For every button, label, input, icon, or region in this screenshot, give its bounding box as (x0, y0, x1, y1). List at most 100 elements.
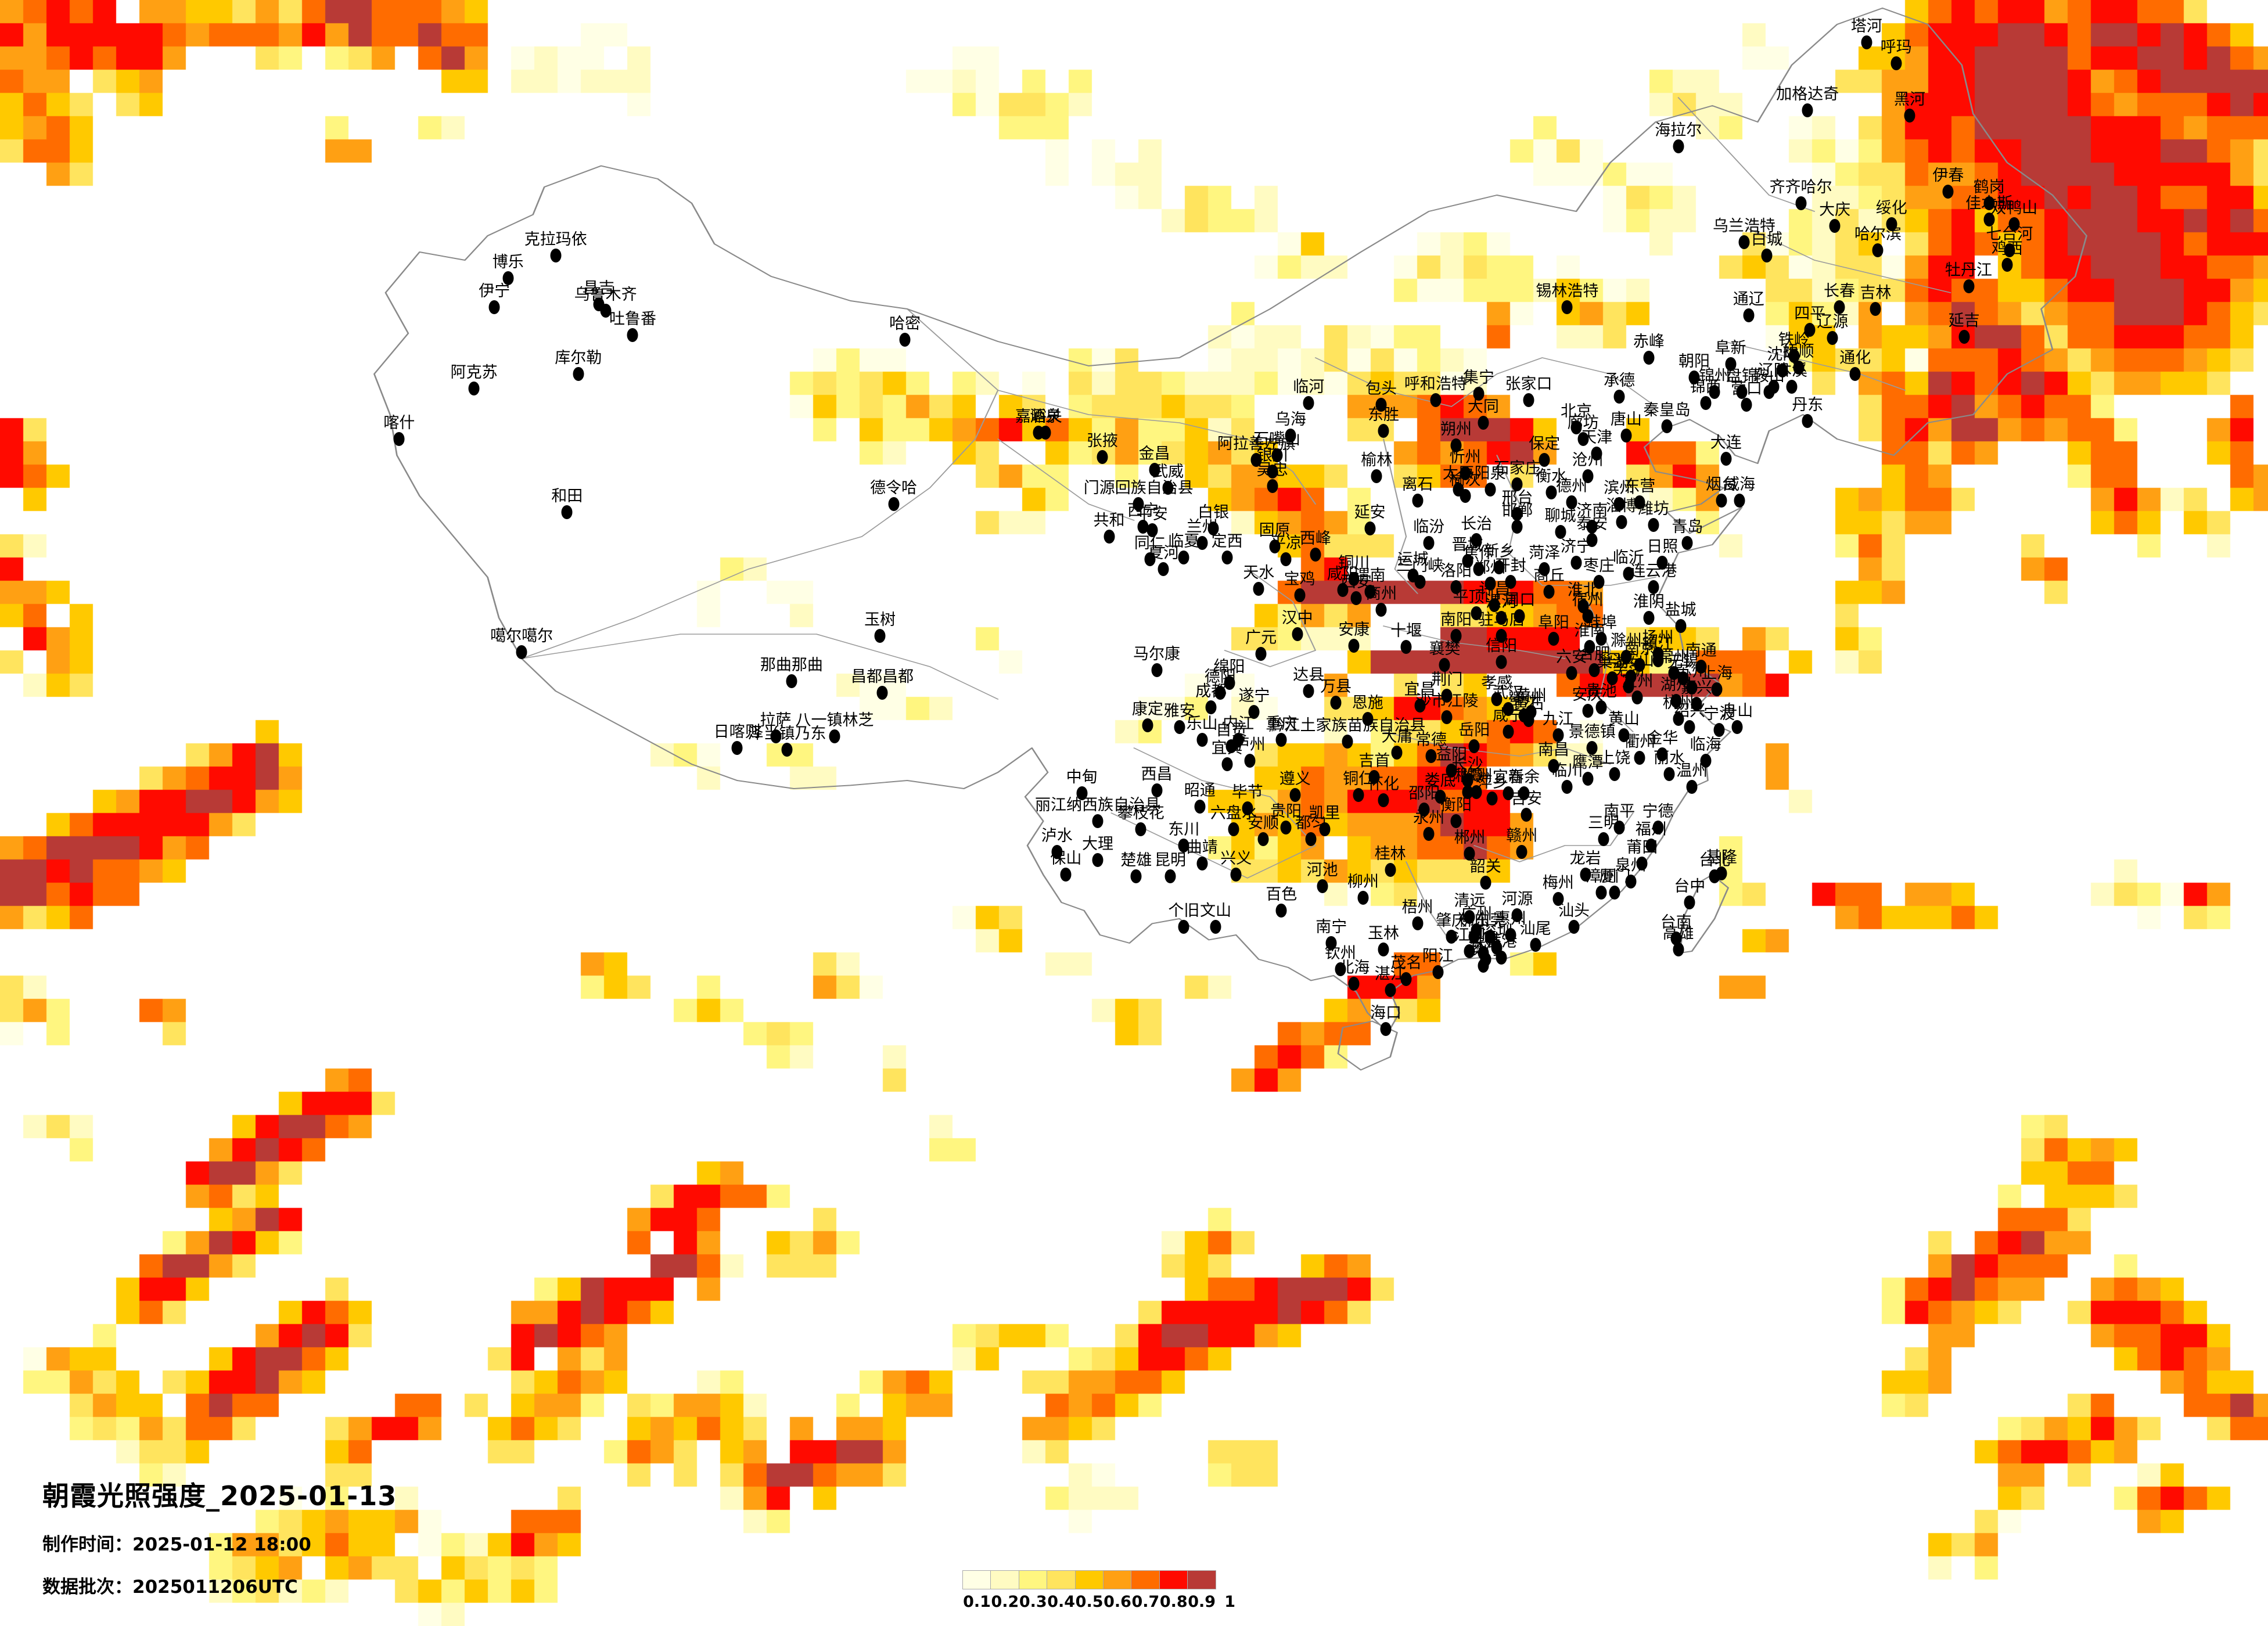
city-label: 唐山 (1610, 411, 1642, 429)
city-label: 通辽 (1733, 290, 1764, 309)
city-marker (1462, 554, 1473, 568)
city-marker (1761, 248, 1773, 262)
city-marker (1620, 429, 1632, 443)
city-marker (1400, 640, 1412, 654)
city-marker (1586, 741, 1598, 755)
city-marker (1149, 463, 1160, 477)
province-boundary-line (1677, 97, 1816, 212)
city-marker (1275, 904, 1287, 918)
city-label: 西峰 (1299, 529, 1331, 548)
city-label: 德令哈 (870, 479, 918, 497)
city-marker (1468, 929, 1480, 944)
city-label: 日照 (1647, 537, 1678, 556)
city-marker (1257, 832, 1269, 846)
city-label: 长沙 (1451, 756, 1483, 774)
city-marker (899, 333, 911, 347)
city-marker (1586, 533, 1598, 547)
city-marker (1210, 920, 1221, 934)
city-marker (1275, 733, 1287, 747)
legend-swatch (1047, 1570, 1076, 1589)
city-label: 凯里 (1309, 804, 1340, 822)
city-label: 哈密 (889, 315, 921, 333)
city-marker (1631, 690, 1643, 705)
province-boundary-line (1723, 341, 1906, 391)
city-label: 高雄 (1662, 924, 1694, 943)
city-marker (1267, 479, 1278, 494)
city-label: 朔州 (1440, 420, 1472, 439)
city-label: 阳江 (1422, 947, 1454, 966)
city-marker (1505, 575, 1516, 589)
city-marker (1652, 821, 1664, 835)
city-label: 九江 (1542, 710, 1574, 728)
city-marker (1060, 868, 1072, 882)
city-label: 离石 (1401, 476, 1433, 494)
legend-swatch (962, 1570, 991, 1589)
city-marker (1480, 876, 1491, 890)
city-label: 阜阳 (1537, 614, 1569, 632)
city-marker (1827, 331, 1838, 346)
city-marker (1620, 650, 1632, 664)
city-label: 门源回族自治县 (1083, 479, 1194, 497)
city-label: 绥化 (1875, 199, 1907, 218)
city-label: 忻州 (1449, 448, 1481, 466)
city-marker (1221, 551, 1233, 565)
city-label: 百色 (1266, 886, 1297, 904)
city-marker (1496, 654, 1507, 669)
city-label: 沙市江陵 (1415, 692, 1479, 710)
city-marker (1736, 384, 1748, 399)
city-marker (1196, 856, 1208, 870)
city-marker (1348, 571, 1360, 586)
city-marker (1097, 449, 1108, 464)
city-marker (1178, 920, 1189, 934)
city-label: 铁岭 (1778, 331, 1810, 350)
legend-tick-label: 0.8 (1159, 1593, 1188, 1611)
city-marker (516, 645, 527, 659)
city-label: 上海 (1701, 664, 1733, 683)
city-label: 汕头 (1558, 902, 1590, 920)
city-label: 通化 (1839, 349, 1871, 367)
city-marker (1151, 663, 1163, 677)
city-marker (1371, 469, 1382, 484)
city-label: 沧州 (1572, 451, 1604, 470)
city-label: 成都 (1195, 682, 1227, 700)
province-boundary-line (1496, 455, 1656, 586)
city-label: 黄石 (1512, 695, 1544, 714)
city-marker (1378, 424, 1389, 438)
city-label: 宁波 (1703, 705, 1735, 724)
city-label: 南宁 (1315, 918, 1347, 936)
city-label: 拉萨 (760, 711, 792, 730)
city-marker (1310, 547, 1321, 562)
city-marker (829, 729, 840, 744)
city-marker (1414, 575, 1426, 589)
province-boundary-line (1382, 625, 1566, 659)
city-marker (1695, 660, 1707, 674)
city-marker (1414, 699, 1426, 713)
city-label: 柳州 (1347, 872, 1379, 891)
city-label: 蚌埠 (1585, 614, 1617, 632)
city-label: 萍乡 (1476, 773, 1508, 792)
city-label: 锡林浩特 (1536, 282, 1599, 301)
city-label: 玉林 (1368, 924, 1400, 943)
city-label: 临海 (1690, 736, 1721, 754)
legend-tick-label: 0.3 (1019, 1593, 1047, 1611)
city-label: 六安 (1556, 648, 1588, 667)
city-marker (1425, 749, 1437, 763)
province-boundary-line (997, 438, 1135, 521)
city-label: 郴州 (1454, 829, 1486, 847)
city-marker (627, 328, 638, 342)
city-marker (1983, 196, 1995, 210)
city-marker (1634, 658, 1645, 672)
city-label: 襄樊 (1429, 640, 1461, 659)
city-marker (1942, 185, 1954, 199)
city-label: 毕节 (1231, 783, 1263, 801)
city-marker (1725, 357, 1736, 372)
city-marker (1051, 845, 1063, 859)
city-label: 新余 (1508, 768, 1540, 787)
city-marker (1130, 869, 1142, 884)
city-marker (1391, 746, 1403, 760)
city-label: 衡阳 (1440, 796, 1472, 814)
city-marker (1890, 56, 1902, 71)
city-marker (1267, 465, 1278, 479)
city-label: 钦州 (1324, 944, 1356, 962)
city-label: 荆门 (1431, 671, 1463, 689)
